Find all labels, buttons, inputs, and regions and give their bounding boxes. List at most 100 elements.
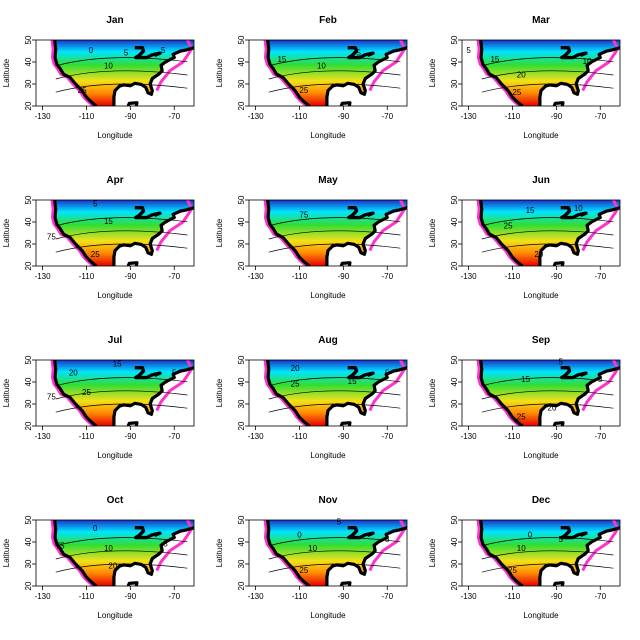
map-panel-nov: 5 0 10 25 5 Nov -130 -110 -90 -70 Longitude 20 30 40 5… (213, 480, 426, 640)
panel-title: Sep (532, 335, 550, 346)
coastline (126, 101, 139, 106)
great-lakes (347, 46, 375, 60)
plot-frame (461, 359, 621, 427)
contour-label: 5 (93, 200, 98, 209)
y-tick-label: 30 (450, 79, 459, 88)
y-tick-label: 40 (24, 537, 33, 546)
x-tick-label: -130 (461, 432, 478, 441)
contour-label: 15 (113, 360, 122, 369)
coastline (552, 101, 565, 106)
y-axis-label: Latitude (215, 538, 224, 567)
map-panel-jun: 15 25 10 20 Jun -130 -110 -90 -70 Longitude 20 30 40… (426, 160, 639, 320)
panel-svg: 15 25 10 20 Jun -130 -110 -90 -70 Longitude 20 30 40… (428, 175, 621, 300)
panel-svg: 0 75 10 20 5 Oct -130 -110 -90 -70 Longitude 20 30 40… (2, 495, 195, 620)
contour-label: 10 (104, 62, 113, 71)
coastline (552, 581, 565, 586)
y-tick-label: 50 (237, 355, 246, 364)
x-axis-label: Longitude (97, 451, 133, 460)
map-panel-jan: 0 10 5 25 5 Jan -130 -110 -90 -70 Longitude 20 30 40 5… (0, 0, 213, 160)
x-axis-label: Longitude (310, 131, 346, 140)
y-axis-label: Latitude (215, 378, 224, 407)
y-tick-label: 40 (24, 217, 33, 226)
y-tick-label: 30 (24, 399, 33, 408)
coastline (339, 101, 352, 106)
contour-label: 20 (548, 404, 557, 413)
x-tick-label: -70 (381, 272, 393, 281)
x-tick-label: -110 (79, 272, 95, 281)
y-tick-label: 30 (237, 239, 246, 248)
coastline (126, 261, 139, 266)
heatmap-surface (479, 200, 620, 266)
x-tick-label: -70 (168, 272, 180, 281)
y-tick-label: 50 (450, 355, 459, 364)
y-tick-label: 20 (24, 421, 33, 430)
heatmap-field (50, 360, 194, 426)
contour-label: 75 (56, 542, 65, 551)
contour-label: 25 (508, 566, 517, 575)
contour-line (55, 403, 188, 413)
map-panel-jul: 20 15 25 75 5 Jul -130 -110 -90 -70 Longitude 20 30 4… (0, 320, 213, 480)
coastline (126, 421, 139, 426)
x-tick-label: -70 (594, 112, 606, 121)
contour-label: 0 (528, 531, 533, 540)
y-tick-label: 40 (24, 377, 33, 386)
heatmap-field (476, 520, 620, 586)
y-axis-label: Latitude (215, 218, 224, 247)
map-panel-aug: 20 25 15 5 Aug -130 -110 -90 -70 Longitude 20 30 40 5… (213, 320, 426, 480)
heatmap-surface (53, 360, 194, 426)
x-tick-label: -130 (461, 112, 478, 121)
x-tick-label: -130 (248, 272, 265, 281)
y-tick-label: 50 (450, 195, 459, 204)
contour-label: 15 (521, 375, 530, 384)
contour-label: 15 (277, 55, 286, 64)
y-tick-label: 50 (237, 195, 246, 204)
map-panel-feb: 15 10 5 25 Feb -130 -110 -90 -70 Longitude 20 30 40 5… (213, 0, 426, 160)
coastline (325, 366, 407, 426)
plot-frame (35, 199, 195, 267)
panel-svg: 5 15 75 25 Apr -130 -110 -90 -70 Longitude 20 30 40 5… (2, 175, 195, 300)
heatmap-surface (266, 40, 407, 106)
x-tick-label: -110 (292, 432, 308, 441)
contour-label: 5 (161, 46, 166, 55)
y-tick-label: 30 (24, 239, 33, 248)
coastline (53, 200, 98, 266)
contour-label: 15 (490, 55, 499, 64)
y-tick-label: 50 (237, 35, 246, 44)
x-tick-label: -90 (125, 592, 137, 601)
contour-label: 25 (82, 388, 91, 397)
plot-frame (248, 519, 408, 587)
map-panel-sep: 5 15 5 20 25 Sep -130 -110 -90 -70 Longitude 20 30 40… (426, 320, 639, 480)
y-tick-label: 50 (24, 195, 33, 204)
contour-label: 25 (299, 86, 308, 95)
x-tick-label: -70 (381, 592, 393, 601)
x-tick-label: -130 (35, 432, 52, 441)
y-tick-label: 40 (24, 57, 33, 66)
panel-svg: 75 May -130 -110 -90 -70 Longitude 20 30 40 50 Lati… (215, 175, 408, 300)
coastline (538, 526, 620, 586)
plot-frame (461, 519, 621, 587)
panel-title: Mar (532, 15, 550, 26)
coastline (339, 581, 352, 586)
y-tick-label: 50 (450, 35, 459, 44)
x-tick-label: -90 (338, 432, 350, 441)
y-tick-label: 30 (24, 79, 33, 88)
y-axis-label: Latitude (215, 58, 224, 87)
y-axis-label: Latitude (2, 378, 11, 407)
contour-label: 15 (104, 217, 113, 226)
heatmap-surface (479, 520, 620, 586)
coastline (112, 206, 194, 266)
x-axis-label: Longitude (523, 451, 559, 460)
x-tick-label: -110 (505, 112, 521, 121)
great-lakes (560, 46, 588, 60)
x-axis-label: Longitude (310, 291, 346, 300)
coastline (552, 261, 565, 266)
plot-frame (35, 519, 195, 587)
x-tick-label: -70 (594, 432, 606, 441)
x-tick-label: -110 (79, 112, 95, 121)
contour-label: 25 (299, 566, 308, 575)
contour-line (55, 563, 188, 573)
y-tick-label: 40 (237, 537, 246, 546)
x-tick-label: -90 (338, 112, 350, 121)
contour-label: 25 (91, 250, 100, 259)
contour-label: 20 (108, 561, 117, 570)
